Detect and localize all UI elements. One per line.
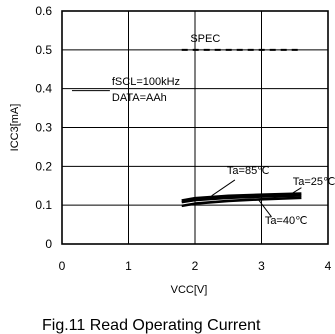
series-label: Ta=25℃ [293,176,335,188]
series-label: Ta=85℃ [227,165,270,177]
y-tick-label: 0.3 [35,121,52,135]
series-label: Ta=40℃ [265,215,308,227]
series-line-2 [181,194,302,204]
condition-label: fSCL=100kHz [112,76,180,88]
spec-label: SPEC [190,33,220,45]
series-line-3 [181,196,302,208]
x-tick-label: 4 [325,259,332,273]
series-label-leader [287,187,302,197]
y-tick-labels: 0 0.1 0.2 0.3 0.4 0.5 0.6 [35,4,52,251]
x-axis-label: VCC[V] [171,284,208,296]
x-tick-label: 0 [59,259,66,273]
y-axis-label: ICC3[mA] [9,104,21,152]
y-tick-label: 0.1 [35,198,52,212]
grid [62,11,328,244]
y-tick-label: 0.5 [35,43,52,57]
chart-title: Fig.11 Read Operating Current [42,317,261,334]
y-tick-label: 0.2 [35,159,52,173]
x-tick-label: 2 [192,259,199,273]
y-tick-label: 0.4 [35,82,52,96]
series-label-leader [211,179,236,197]
y-tick-label: 0 [45,237,52,251]
y-tick-label: 0.6 [35,4,52,18]
x-tick-labels: 0 1 2 3 4 [59,259,332,273]
annotations: fSCL=100kHz DATA=AAh Ta=85℃ Ta=25℃ Ta=40℃ [71,76,335,227]
series-line-1 [181,192,302,202]
plot-frame [61,10,329,245]
series-group [181,192,302,208]
x-tick-label: 3 [258,259,265,273]
x-tick-label: 1 [125,259,132,273]
spec-line-group: SPEC [181,33,302,51]
series-label-leader [257,199,272,218]
condition-label: DATA=AAh [112,92,167,104]
